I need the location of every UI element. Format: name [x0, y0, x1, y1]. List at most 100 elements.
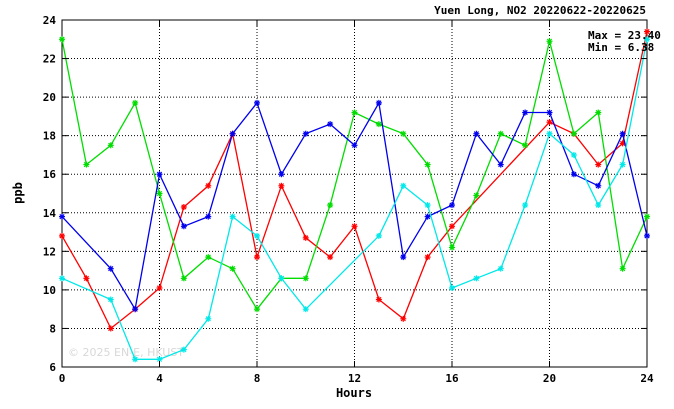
data-point: [595, 202, 602, 209]
data-point: [424, 213, 431, 220]
data-point: [375, 121, 382, 128]
data-point: [132, 99, 139, 106]
data-point: [278, 182, 285, 189]
x-tick-label: 0: [59, 372, 66, 385]
data-point: [449, 244, 455, 251]
data-point: [156, 190, 163, 197]
data-point: [351, 109, 358, 116]
data-point: [400, 130, 407, 137]
data-point: [156, 356, 163, 363]
data-point: [522, 109, 529, 116]
series-layer: [59, 28, 650, 363]
min-stat: Min = 6.38: [588, 41, 654, 54]
x-tick-label: 16: [445, 372, 459, 385]
data-point: [205, 254, 212, 261]
y-tick-label: 22: [43, 53, 56, 66]
data-point: [546, 130, 553, 137]
data-point: [497, 130, 504, 137]
data-point: [302, 275, 309, 282]
series-line: [61, 100, 648, 312]
x-tick-label: 12: [348, 372, 361, 385]
data-point: [180, 223, 187, 230]
data-point: [107, 325, 114, 332]
series-3: [59, 99, 650, 313]
data-point: [156, 284, 163, 291]
data-point: [497, 265, 504, 272]
data-point: [644, 232, 650, 239]
data-point: [107, 142, 114, 149]
data-point: [229, 130, 236, 137]
x-axis-title: Hours: [336, 386, 372, 400]
data-point: [424, 202, 431, 209]
data-point: [327, 254, 334, 261]
series-line: [61, 31, 648, 330]
data-point: [449, 202, 455, 209]
data-point: [595, 182, 602, 189]
data-point: [205, 213, 212, 220]
data-point: [278, 171, 285, 178]
data-point: [83, 275, 90, 282]
data-point: [522, 202, 529, 209]
x-tick-label: 8: [254, 372, 261, 385]
data-point: [327, 202, 334, 209]
data-point: [619, 130, 626, 137]
data-point: [375, 296, 382, 303]
data-point: [595, 109, 602, 116]
y-tick-label: 6: [49, 361, 56, 374]
data-point: [522, 142, 529, 149]
x-tick-label: 24: [640, 372, 654, 385]
data-point: [595, 161, 602, 168]
data-point: [546, 38, 553, 45]
data-point: [546, 119, 553, 126]
data-point: [473, 192, 480, 199]
watermark: © 2025 EN-E, HKUST: [68, 346, 184, 359]
data-point: [302, 130, 309, 137]
max-stat: Max = 23.40: [588, 29, 661, 42]
series-line: [61, 39, 648, 360]
data-point: [254, 254, 260, 261]
data-point: [351, 142, 358, 149]
data-point: [180, 346, 187, 353]
data-point: [180, 203, 187, 210]
series-2: [59, 36, 650, 313]
data-point: [546, 109, 553, 116]
axis-ticks: 0 4 8 12 16 20 24 6 8 10 12 14 16 18 20 22 24: [43, 14, 654, 385]
data-point: [400, 315, 407, 322]
data-point: [619, 265, 626, 272]
y-tick-label: 16: [43, 168, 57, 181]
data-point: [205, 315, 212, 322]
data-point: [375, 99, 382, 106]
data-point: [59, 213, 65, 220]
data-point: [400, 182, 407, 189]
data-point: [449, 223, 455, 230]
data-point: [59, 275, 65, 282]
data-point: [180, 275, 187, 282]
data-point: [449, 284, 455, 291]
data-point: [351, 223, 358, 230]
x-tick-label: 4: [156, 372, 163, 385]
data-point: [644, 28, 650, 35]
data-point: [132, 356, 139, 363]
data-point: [83, 161, 90, 168]
data-point: [424, 254, 431, 261]
data-point: [107, 296, 114, 303]
grid-lines: [62, 20, 647, 367]
data-point: [302, 306, 309, 313]
chart-title: Yuen Long, NO2 20220622-20220625: [434, 4, 646, 17]
data-point: [107, 265, 114, 272]
series-4: [59, 36, 650, 363]
data-point: [424, 161, 431, 168]
data-point: [229, 265, 236, 272]
data-point: [254, 99, 260, 106]
y-tick-label: 24: [43, 14, 57, 27]
data-point: [156, 171, 163, 178]
data-point: [302, 234, 309, 241]
data-point: [132, 306, 139, 313]
y-tick-label: 18: [43, 130, 56, 143]
data-point: [59, 36, 65, 43]
y-tick-label: 8: [49, 322, 56, 335]
data-point: [644, 213, 650, 220]
data-point: [400, 254, 407, 261]
data-point: [59, 232, 65, 239]
